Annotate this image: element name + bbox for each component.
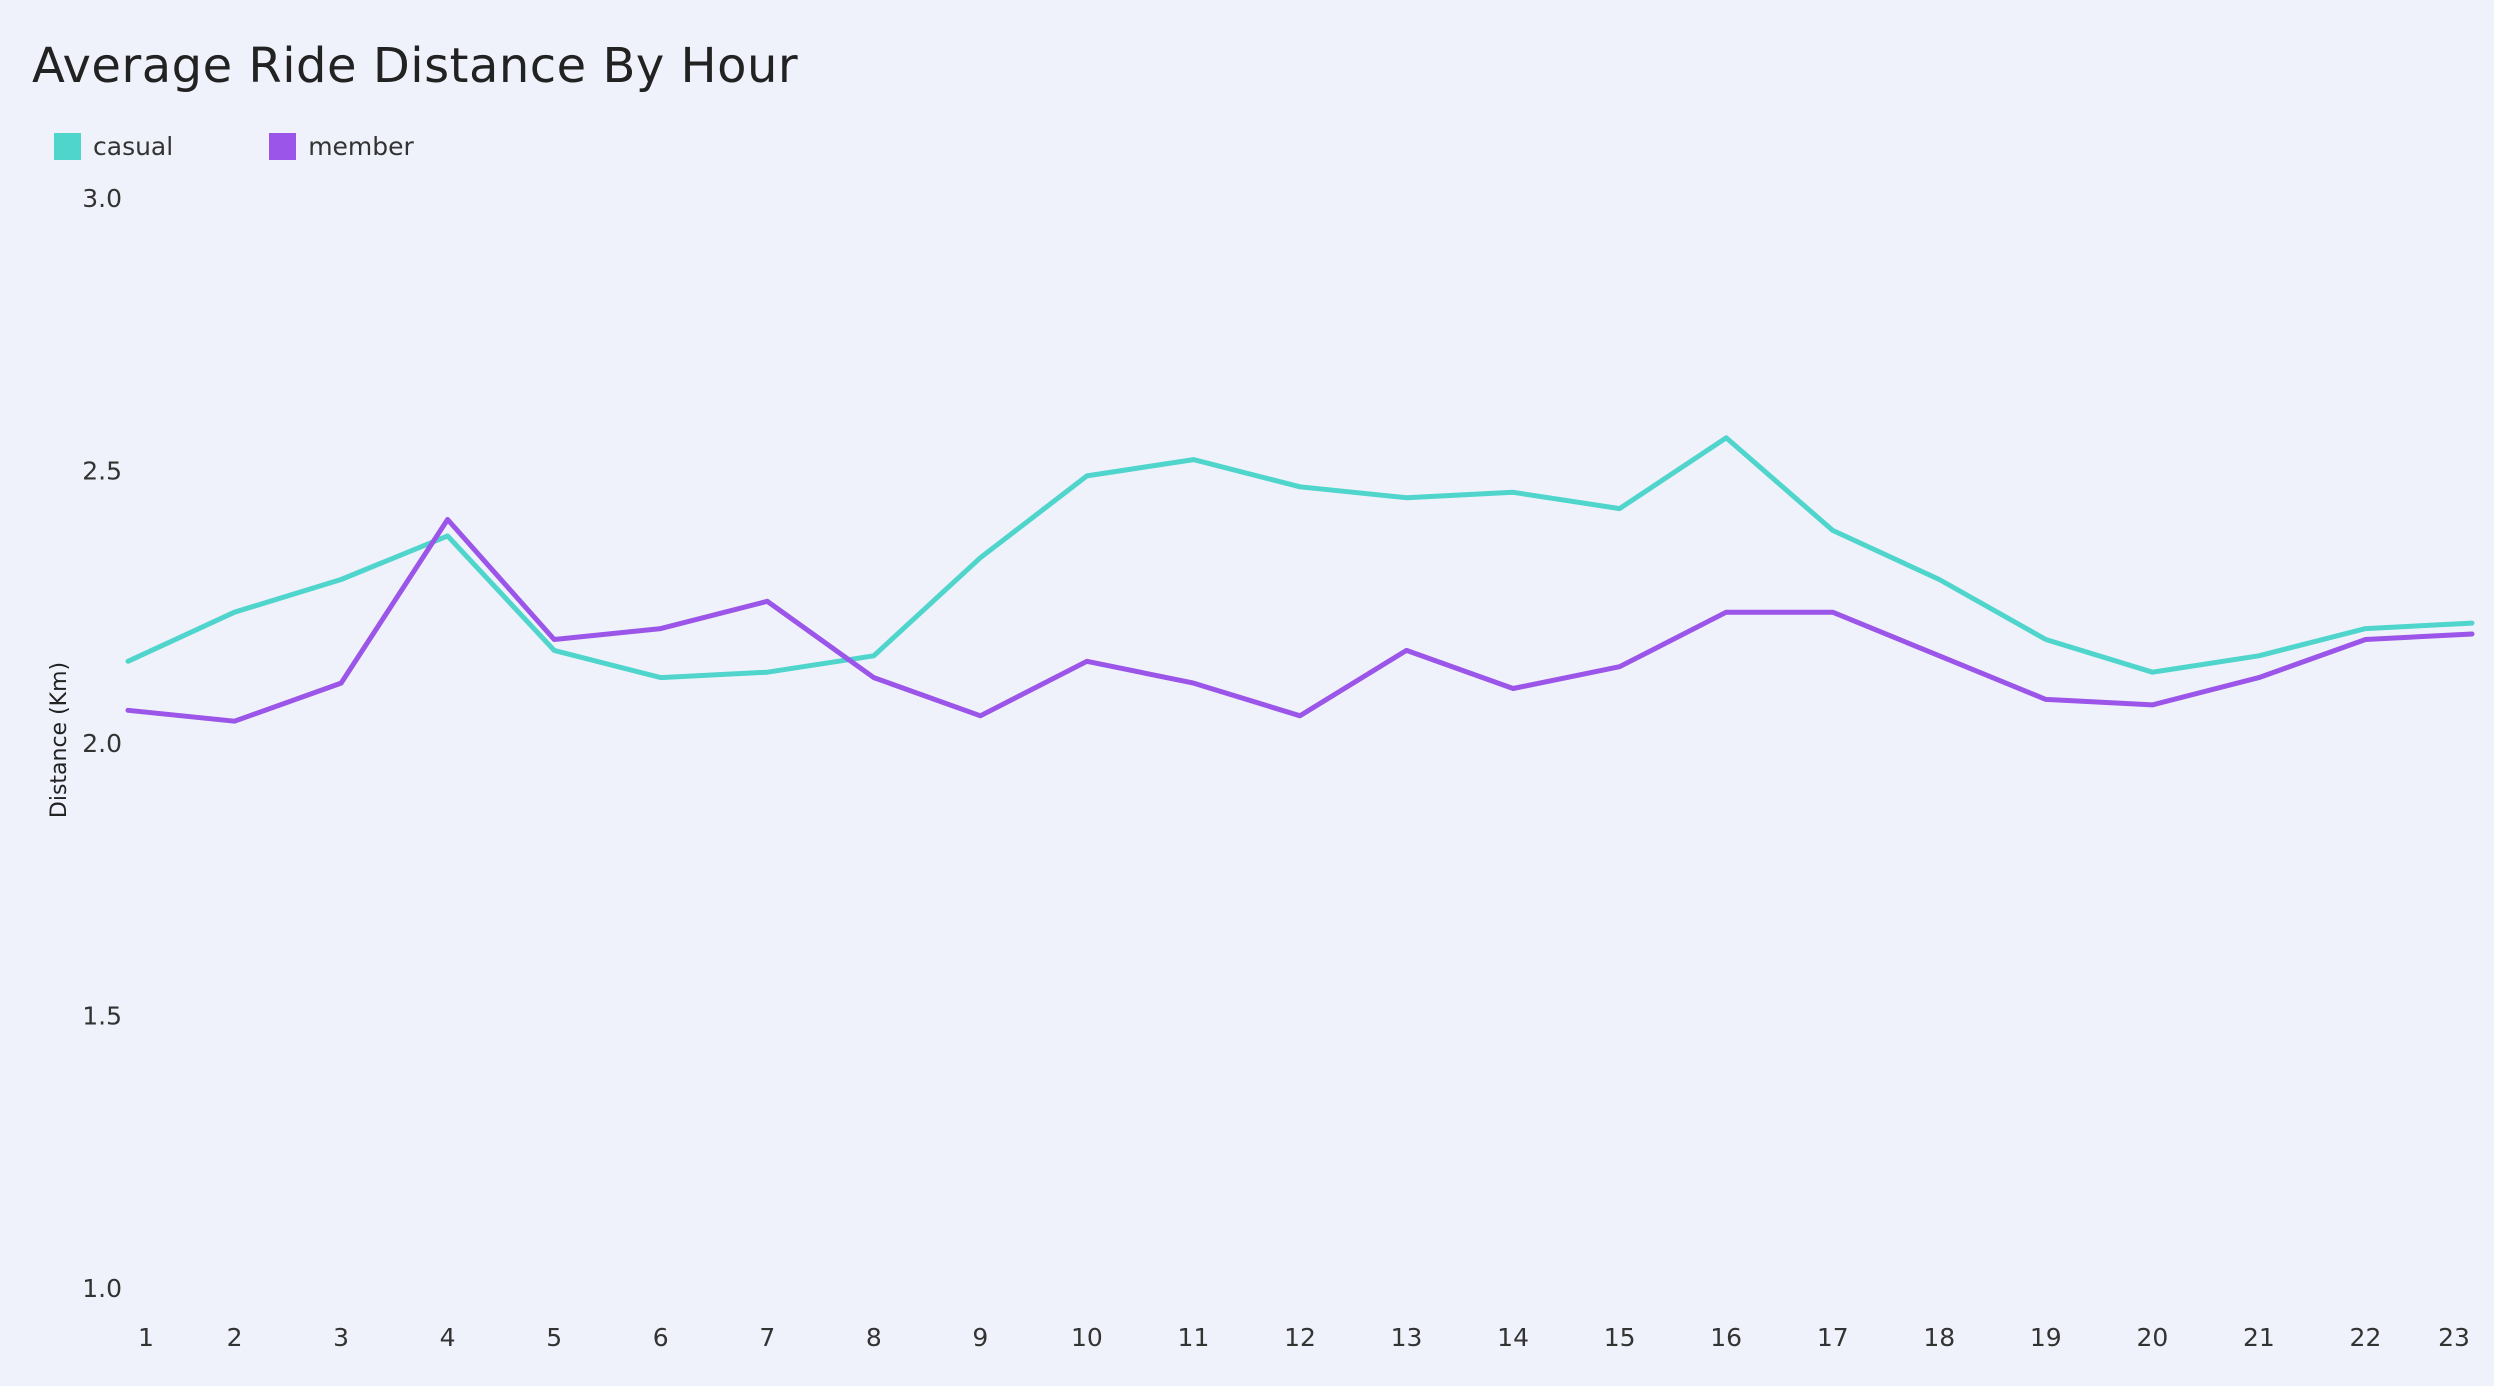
chart-title: Average Ride Distance By Hour	[32, 38, 799, 94]
x-tick-label: 15	[1604, 1323, 1636, 1352]
x-tick-label: 11	[1178, 1323, 1210, 1352]
x-tick-label: 8	[866, 1323, 882, 1352]
legend-label-member: member	[308, 132, 414, 161]
x-tick-label: 9	[972, 1323, 988, 1352]
series-line-member[interactable]	[125, 517, 2475, 724]
x-tick-label: 21	[2243, 1323, 2275, 1352]
y-tick-label: 3.0	[82, 184, 122, 213]
x-tick-label: 6	[653, 1323, 669, 1352]
x-tick-label: 3	[333, 1323, 349, 1352]
x-tick-label: 1	[138, 1323, 154, 1352]
x-tick-label: 2	[227, 1323, 243, 1352]
x-axis: 1 2 3 4 5 6 7 8 9 10 11 12 13 14 15 16 17 18 19 20 21 22 23	[138, 1323, 2470, 1352]
series-line-casual[interactable]	[125, 435, 2475, 681]
legend-item-member[interactable]: member	[269, 132, 414, 161]
series-lines	[125, 435, 2475, 724]
x-tick-label: 14	[1497, 1323, 1529, 1352]
legend-item-casual[interactable]: casual	[54, 132, 173, 161]
y-tick-label: 2.5	[82, 457, 122, 486]
legend-swatch-member	[269, 133, 297, 160]
x-tick-label: 19	[2030, 1323, 2062, 1352]
x-tick-label: 17	[1817, 1323, 1849, 1352]
y-tick-label: 2.0	[82, 729, 122, 758]
x-tick-label: 23	[2438, 1323, 2470, 1352]
x-tick-label: 22	[2350, 1323, 2382, 1352]
y-tick-label: 1.5	[82, 1002, 122, 1031]
x-tick-label: 4	[440, 1323, 456, 1352]
x-tick-label: 12	[1284, 1323, 1316, 1352]
x-tick-label: 20	[2136, 1323, 2168, 1352]
y-axis-label: Distance (Km)	[47, 662, 72, 818]
x-tick-label: 10	[1071, 1323, 1103, 1352]
x-tick-label: 7	[759, 1323, 775, 1352]
x-tick-label: 13	[1391, 1323, 1423, 1352]
y-axis: 1.0 1.5 2.0 2.5 3.0	[82, 184, 122, 1303]
legend: casual member	[54, 132, 510, 161]
x-tick-label: 18	[1923, 1323, 1955, 1352]
legend-swatch-casual	[54, 133, 81, 160]
y-tick-label: 1.0	[82, 1274, 122, 1303]
x-tick-label: 5	[546, 1323, 562, 1352]
x-tick-label: 16	[1710, 1323, 1742, 1352]
legend-label-casual: casual	[93, 132, 174, 161]
